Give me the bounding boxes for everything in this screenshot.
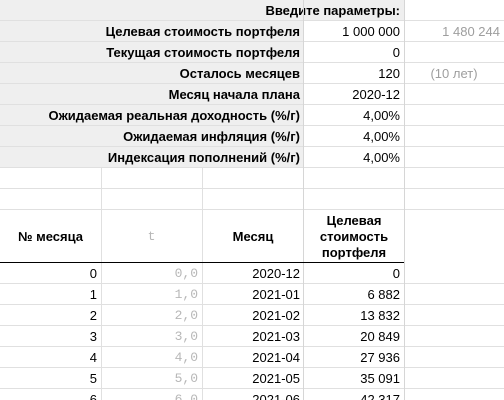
grid-hline <box>0 146 504 147</box>
column-header-t[interactable]: t <box>147 228 156 244</box>
grid-hline <box>0 41 504 42</box>
param-label-inflation: Ожидаемая инфляция (%/г) <box>123 129 300 144</box>
param-label-contribution-indexation: Индексация пополнений (%/г) <box>107 150 300 165</box>
cell-month-number[interactable]: 2 <box>89 308 97 323</box>
cell-target-value[interactable]: 0 <box>392 266 400 281</box>
grid-hline <box>0 62 504 63</box>
cell-month[interactable]: 2021-02 <box>252 308 300 323</box>
cell-t[interactable]: 3,0 <box>174 329 198 344</box>
column-header-month[interactable]: Месяц <box>232 228 274 244</box>
param-label-months-left: Осталось месяцев <box>179 66 300 81</box>
column-header-target-value[interactable]: Целевая стоимость портфеля <box>319 212 389 260</box>
cell-month[interactable]: 2020-12 <box>252 266 300 281</box>
cell-month-number[interactable]: 4 <box>89 350 97 365</box>
grid-hline <box>0 388 504 389</box>
cell-target-value[interactable]: 42 317 <box>360 392 400 400</box>
cell-month[interactable]: 2021-06 <box>252 392 300 400</box>
grid-hline <box>0 20 504 21</box>
param-value-real-return[interactable]: 4,00% <box>304 105 404 126</box>
grid-hline <box>0 83 504 84</box>
cell-target-value[interactable]: 13 832 <box>360 308 400 323</box>
cell-target-value[interactable]: 6 882 <box>367 287 400 302</box>
param-value-contribution-indexation[interactable]: 4,00% <box>304 147 404 168</box>
params-header: Введите параметры: <box>265 3 400 18</box>
cell-month-number[interactable]: 5 <box>89 371 97 386</box>
grid-vline <box>202 168 203 400</box>
param-label-target-value: Целевая стоимость портфеля <box>105 24 300 39</box>
column-header-month-number[interactable]: № месяца <box>18 228 83 244</box>
param-value-target-value[interactable]: 1 000 000 <box>304 21 404 42</box>
param-value-inflation[interactable]: 4,00% <box>304 126 404 147</box>
cell-t[interactable]: 4,0 <box>174 350 198 365</box>
cell-month-number[interactable]: 0 <box>89 266 97 281</box>
cell-target-value[interactable]: 35 091 <box>360 371 400 386</box>
cell-t[interactable]: 1,0 <box>174 287 198 302</box>
param-value-current-value[interactable]: 0 <box>304 42 404 63</box>
cell-month-number[interactable]: 1 <box>89 287 97 302</box>
grid-hline <box>0 283 504 284</box>
cell-t[interactable]: 0,0 <box>174 266 198 281</box>
param-label-start-month: Месяц начала плана <box>168 87 300 102</box>
cell-t[interactable]: 5,0 <box>174 371 198 386</box>
cell-month-number[interactable]: 6 <box>89 392 97 400</box>
cell-target-value[interactable]: 27 936 <box>360 350 400 365</box>
grid-hline <box>0 209 504 210</box>
cell-t[interactable]: 6,0 <box>174 392 198 400</box>
grid-hline <box>0 304 504 305</box>
param-note-target-inflated: 1 480 244 <box>442 24 500 39</box>
table-header-separator <box>0 262 404 263</box>
cell-target-value[interactable]: 20 849 <box>360 329 400 344</box>
param-note-years: (10 лет) <box>430 66 478 81</box>
grid-vline <box>404 0 405 400</box>
cell-month-number[interactable]: 3 <box>89 329 97 344</box>
grid-hline <box>0 325 504 326</box>
grid-vline <box>303 0 304 400</box>
cell-month[interactable]: 2021-04 <box>252 350 300 365</box>
grid-hline <box>0 346 504 347</box>
param-value-start-month[interactable]: 2020-12 <box>304 84 404 105</box>
param-label-real-return: Ожидаемая реальная доходность (%/г) <box>48 108 300 123</box>
grid-hline <box>0 125 504 126</box>
param-label-current-value: Текущая стоимость портфеля <box>106 45 300 60</box>
grid-vline <box>101 168 102 400</box>
grid-hline <box>0 167 504 168</box>
grid-hline <box>0 188 504 189</box>
grid-hline <box>0 104 504 105</box>
cell-month[interactable]: 2021-01 <box>252 287 300 302</box>
param-value-months-left[interactable]: 120 <box>304 63 404 84</box>
cell-month[interactable]: 2021-05 <box>252 371 300 386</box>
cell-t[interactable]: 2,0 <box>174 308 198 323</box>
grid-hline <box>0 367 504 368</box>
cell-month[interactable]: 2021-03 <box>252 329 300 344</box>
